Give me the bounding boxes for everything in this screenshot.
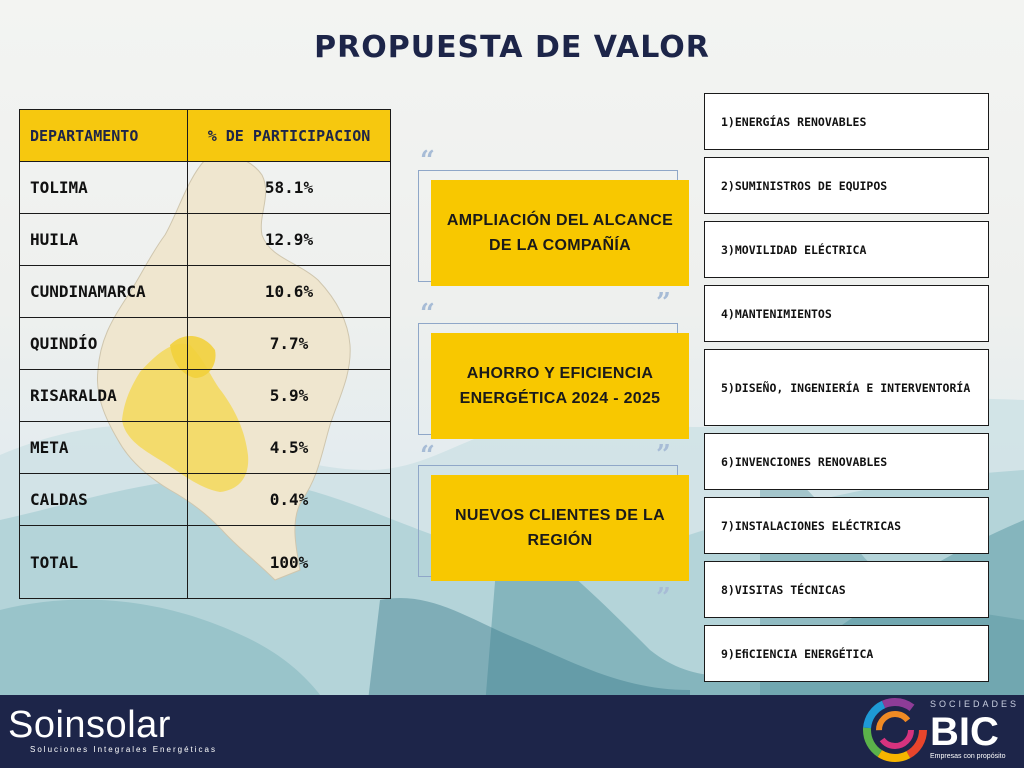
header-participation: % DE PARTICIPACION xyxy=(187,109,391,162)
table-row: CALDAS 0.4% xyxy=(19,473,391,526)
soinsolar-tagline: Soluciones Integrales Energéticas xyxy=(30,745,217,754)
row-name: TOLIMA xyxy=(19,161,188,214)
row-name: RISARALDA xyxy=(19,369,188,422)
service-item: 4)MANTENIMIENTOS xyxy=(704,285,989,342)
row-value: 5.9% xyxy=(187,369,391,422)
bic-swirl-logo xyxy=(863,698,927,762)
service-item: 2)SUMINISTROS DE EQUIPOS xyxy=(704,157,989,214)
bic-tagline: Empresas con propósito xyxy=(930,753,1006,760)
close-quote-icon: ” xyxy=(656,288,671,318)
table-row: META 4.5% xyxy=(19,421,391,474)
service-item: 5)DISEÑO, INGENIERÍA E INTERVENTORÍA xyxy=(704,349,989,426)
row-value: 4.5% xyxy=(187,421,391,474)
participation-table: DEPARTAMENTO % DE PARTICIPACION TOLIMA 5… xyxy=(19,109,391,599)
bic-sociedades-label: SOCIEDADES xyxy=(930,699,1020,709)
row-name: META xyxy=(19,421,188,474)
quote-card: AHORRO Y EFICIENCIA ENERGÉTICA 2024 - 20… xyxy=(431,333,689,439)
open-quote-icon: “ xyxy=(420,441,435,471)
row-value: 10.6% xyxy=(187,265,391,318)
total-value: 100% xyxy=(187,525,391,599)
row-value: 0.4% xyxy=(187,473,391,526)
row-value: 58.1% xyxy=(187,161,391,214)
open-quote-icon: “ xyxy=(420,146,435,176)
row-name: HUILA xyxy=(19,213,188,266)
footer-bar xyxy=(0,695,1024,768)
service-item: 6)INVENCIONES RENOVABLES xyxy=(704,433,989,490)
open-quote-icon: “ xyxy=(420,299,435,329)
close-quote-icon: ” xyxy=(656,583,671,613)
table-row: RISARALDA 5.9% xyxy=(19,369,391,422)
row-value: 12.9% xyxy=(187,213,391,266)
table-header-row: DEPARTAMENTO % DE PARTICIPACION xyxy=(19,109,391,162)
total-label: TOTAL xyxy=(19,525,188,599)
service-item: 8)VISITAS TÉCNICAS xyxy=(704,561,989,618)
service-item: 1)ENERGÍAS RENOVABLES xyxy=(704,93,989,150)
row-name: CALDAS xyxy=(19,473,188,526)
table-row: CUNDINAMARCA 10.6% xyxy=(19,265,391,318)
service-item: 7)INSTALACIONES ELÉCTRICAS xyxy=(704,497,989,554)
quote-card: AMPLIACIÓN DEL ALCANCE DE LA COMPAÑÍA xyxy=(431,180,689,286)
header-department: DEPARTAMENTO xyxy=(19,109,188,162)
table-row: HUILA 12.9% xyxy=(19,213,391,266)
bic-logo-text: BIC xyxy=(930,710,999,754)
page-title: PROPUESTA DE VALOR xyxy=(314,30,710,65)
quote-card: NUEVOS CLIENTES DE LA REGIÓN xyxy=(431,475,689,581)
row-name: CUNDINAMARCA xyxy=(19,265,188,318)
table-total-row: TOTAL 100% xyxy=(19,525,391,599)
table-row: TOLIMA 58.1% xyxy=(19,161,391,214)
row-value: 7.7% xyxy=(187,317,391,370)
table-row: QUINDÍO 7.7% xyxy=(19,317,391,370)
service-item: 3)MOVILIDAD ELÉCTRICA xyxy=(704,221,989,278)
soinsolar-logo: Soinsolar xyxy=(8,704,171,746)
service-item: 9)EﬁCIENCIA ENERGÉTICA xyxy=(704,625,989,682)
row-name: QUINDÍO xyxy=(19,317,188,370)
close-quote-icon: ” xyxy=(656,440,671,470)
